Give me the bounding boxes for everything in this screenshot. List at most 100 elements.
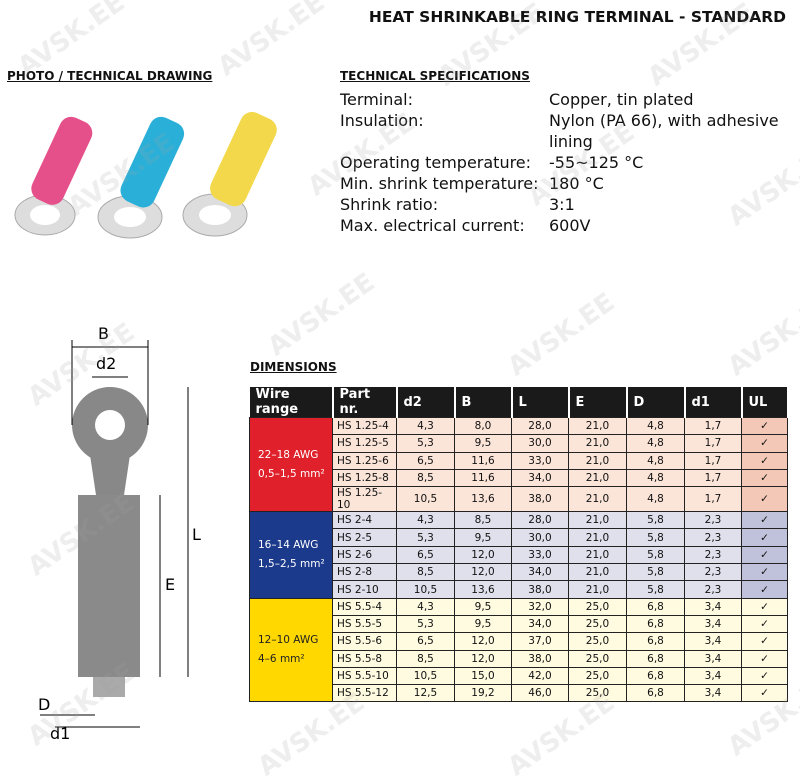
table-cell: HS 5.5-12 [332,684,397,703]
table-cell: 8,5 [396,563,455,582]
table-row: HS 1.25-6 6,5 11,6 33,0 21,0 4,8 1,7 ✓ [250,451,788,470]
table-cell: 37,0 [511,632,569,651]
table-cell: 38,0 [511,486,569,513]
table-cell: 15,0 [454,666,512,686]
ul-check-icon: ✓ [741,434,788,453]
column-header: L [511,387,570,418]
table-cell: 10,5 [396,580,455,599]
table-cell: HS 2-5 [332,528,397,547]
table-cell: 4,8 [626,486,685,513]
table-cell: 13,6 [454,486,512,513]
table-row: HS 1.25-10 10,5 13,6 38,0 21,0 4,8 1,7 ✓ [250,486,788,513]
table-cell: 3,4 [684,614,742,634]
label-B: B [98,324,109,343]
specs-heading: TECHNICAL SPECIFICATIONS [340,69,530,83]
table-cell: 6,8 [626,666,685,686]
table-cell: 3,4 [684,632,742,651]
table-cell: 25,0 [568,614,627,634]
dimensions-heading: DIMENSIONS [250,360,337,374]
table-cell: 5,8 [626,511,685,530]
table-cell: HS 1.25-6 [332,451,397,470]
table-cell: 6,5 [396,451,455,470]
table-cell: 2,3 [684,545,742,565]
table-cell: 12,5 [396,684,455,703]
table-cell: 5,3 [396,614,455,634]
photo-heading: PHOTO / TECHNICAL DRAWING [7,69,213,83]
table-cell: 34,0 [511,614,569,634]
table-cell: 21,0 [568,528,627,547]
spec-value: 3:1 [549,195,575,214]
table-cell: HS 1.25-5 [332,434,397,453]
table-cell: 21,0 [568,416,627,436]
column-header: B [454,387,513,418]
table-cell: HS 2-6 [332,545,397,565]
column-header: D [626,387,686,418]
label-d1: d1 [50,724,70,743]
red-terminal-image [14,116,93,236]
table-cell: 9,5 [454,614,512,634]
table-cell: 33,0 [511,545,569,565]
label-L: L [192,525,201,544]
table-cell: 21,0 [568,511,627,530]
table-cell: 6,8 [626,684,685,703]
table-cell: 8,5 [454,511,512,530]
table-cell: HS 2-8 [332,563,397,582]
terminal-photo [14,112,277,239]
column-header: d1 [684,387,743,418]
table-cell: 12,0 [454,649,512,668]
table-row: HS 1.25-8 8,5 11,6 34,0 21,0 4,8 1,7 ✓ [250,468,788,488]
column-header: Part nr. [332,387,398,418]
ul-check-icon: ✓ [741,632,788,651]
table-cell: 19,2 [454,684,512,703]
specs-list: Terminal: Copper, tin plated Insulation: Ny… [340,89,789,236]
table-cell: 8,5 [396,649,455,668]
label-D: D [38,695,50,714]
table-cell: 38,0 [511,649,569,668]
table-cell: 21,0 [568,486,627,513]
table-cell: 1,7 [684,434,742,453]
mm-label: 0,5–1,5 mm² [258,467,325,480]
table-cell: 30,0 [511,528,569,547]
blue-terminal-image [97,116,185,239]
table-cell: 25,0 [568,666,627,686]
table-cell: 13,6 [454,580,512,599]
table-cell: 6,8 [626,649,685,668]
table-cell: 32,0 [511,597,569,616]
table-cell: 33,0 [511,451,569,470]
table-cell: HS 1.25-8 [332,468,397,488]
yellow-terminal-image [182,112,277,237]
spec-row: Min. shrink temperature: 180 °C [340,173,789,194]
table-cell: 2,3 [684,563,742,582]
table-cell: 21,0 [568,451,627,470]
table-cell: 38,0 [511,580,569,599]
table-row: HS 5.5-8 8,5 12,0 38,0 25,0 6,8 3,4 ✓ [250,649,788,668]
table-cell: 28,0 [511,416,569,436]
table-cell: HS 1.25-10 [332,486,397,513]
spec-row: Shrink ratio: 3:1 [340,194,789,215]
table-cell: HS 5.5-4 [332,597,397,616]
table-cell: 10,5 [396,666,455,686]
spec-key: Min. shrink temperature: [340,174,539,193]
ul-check-icon: ✓ [741,416,788,436]
table-cell: 12,0 [454,563,512,582]
table-cell: 28,0 [511,511,569,530]
spec-value: 600V [549,216,591,235]
table-cell: HS 1.25-4 [332,416,397,436]
ul-check-icon: ✓ [741,666,788,686]
table-row: 22–18 AWG 0,5–1,5 mm² HS 1.25-4 4,3 8,0 28,0 2… [249,416,788,513]
ul-check-icon: ✓ [741,563,788,582]
table-cell: 3,4 [684,649,742,668]
table-row: HS 5.5-12 12,5 19,2 46,0 25,0 6,8 3,4 ✓ [250,684,788,703]
table-row: HS 5.5-6 6,5 12,0 37,0 25,0 6,8 3,4 ✓ [250,632,788,651]
table-cell: HS 5.5-10 [332,666,397,686]
table-row: 12–10 AWG 4–6 mm² HS 5.5-4 4,3 9,5 32,0 25,0 6,… [249,597,788,703]
table-cell: 4,8 [626,416,685,436]
table-cell: 34,0 [511,563,569,582]
table-row: HS 1.25-5 5,3 9,5 30,0 21,0 4,8 1,7 ✓ [250,434,788,453]
wire-range-cell: 16–14 AWG 1,5–2,5 mm² [249,511,333,599]
table-cell: 4,3 [396,511,455,530]
ul-check-icon: ✓ [741,684,788,703]
spec-key: Operating temperature: [340,153,532,172]
table-cell: 8,5 [396,468,455,488]
